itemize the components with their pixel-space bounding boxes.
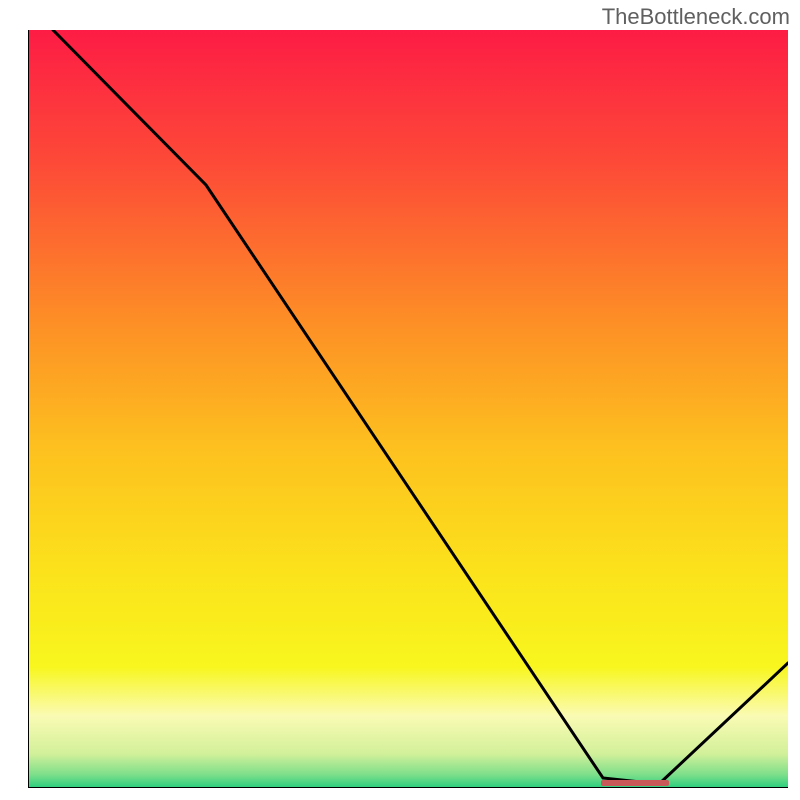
chart-container: TheBottleneck.com xyxy=(0,0,800,800)
plot-area xyxy=(28,30,788,788)
valley-marker xyxy=(601,780,669,786)
bottleneck-curve xyxy=(28,30,788,788)
watermark-text: TheBottleneck.com xyxy=(602,4,790,30)
